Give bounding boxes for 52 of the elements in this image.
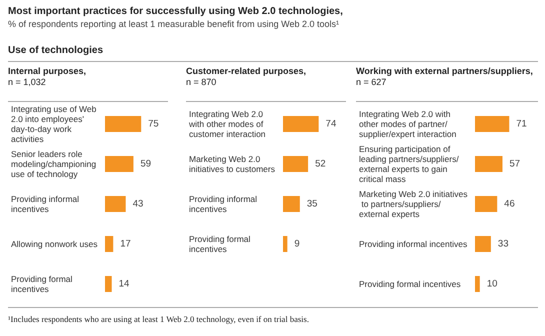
data-label: 9 [294, 238, 300, 250]
text: n = 627 [356, 77, 386, 87]
text: n = 1,032 [8, 77, 46, 87]
bar [475, 276, 480, 292]
data-label: 35 [306, 198, 318, 210]
bar [105, 116, 142, 132]
chart-title: Internal purposes, [8, 66, 88, 77]
bar [475, 116, 510, 132]
data-label: 10 [486, 278, 498, 290]
data-label: 57 [509, 158, 520, 170]
data-label: 14 [118, 278, 130, 290]
y-tick-label: Ensuring participation of leading partners/suppliers/external experts to gain critical mass [359, 144, 460, 184]
y-tick-label: Marketing Web 2.0 initiatives to partners/suppliers/external experts [359, 189, 468, 219]
text: % of respondents reporting at least 1 measurable benefit from using Web 2.0 tools¹ [8, 19, 340, 29]
y-tick-label: Providing formal incentives [11, 274, 75, 294]
bar [475, 156, 502, 172]
chart-title: Working with external partners/suppliers, [356, 66, 534, 77]
bar [283, 236, 288, 252]
data-label: 17 [120, 238, 131, 250]
bar [105, 156, 134, 172]
data-label: 75 [148, 118, 159, 130]
bar [475, 196, 498, 212]
y-tick-label: Marketing Web 2.0 initiatives to customers [189, 154, 275, 174]
y-tick-label: Providing informal incentives [189, 194, 260, 214]
text: ¹Includes respondents who are using at least 1 Web 2.0 technology, even if on trial basis. [8, 307, 538, 324]
y-tick-label: Allowing nonwork uses [11, 239, 98, 249]
bar [283, 156, 308, 172]
bar [105, 276, 112, 292]
y-tick-label: Providing formal incentives [359, 279, 461, 289]
y-tick-label: Integrating use of Web 2.0 into employees' day-to-day work activities [11, 104, 99, 144]
bar [475, 236, 491, 252]
bar [283, 116, 319, 132]
data-label: 43 [132, 198, 144, 210]
bar [283, 196, 300, 212]
data-label: 59 [140, 158, 152, 170]
y-tick-label: Providing informal incentives [359, 239, 468, 249]
y-tick-label: Senior leaders role modeling/championing use of technology [11, 149, 98, 179]
data-label: 52 [315, 158, 326, 170]
y-tick-label: Providing formal incentives [189, 234, 253, 254]
data-label: 71 [516, 118, 527, 130]
text: n = 870 [186, 77, 216, 87]
data-label: 46 [504, 198, 515, 210]
text: Most important practices for successfully using Web 2.0 technologies, [8, 6, 343, 17]
bar [105, 236, 114, 252]
chart-title: Customer-related purposes, [186, 66, 308, 77]
data-label: 33 [498, 238, 508, 250]
y-tick-label: Integrating Web 2.0 with other modes of customer interaction [188, 109, 266, 139]
data-label: 74 [326, 118, 336, 130]
y-tick-label: Integrating Web 2.0 with other modes of partner/supplier/expert interaction [359, 109, 457, 139]
y-tick-label: Providing informal incentives [11, 194, 82, 214]
text: Use of technologies [8, 45, 538, 62]
bar [105, 196, 126, 212]
